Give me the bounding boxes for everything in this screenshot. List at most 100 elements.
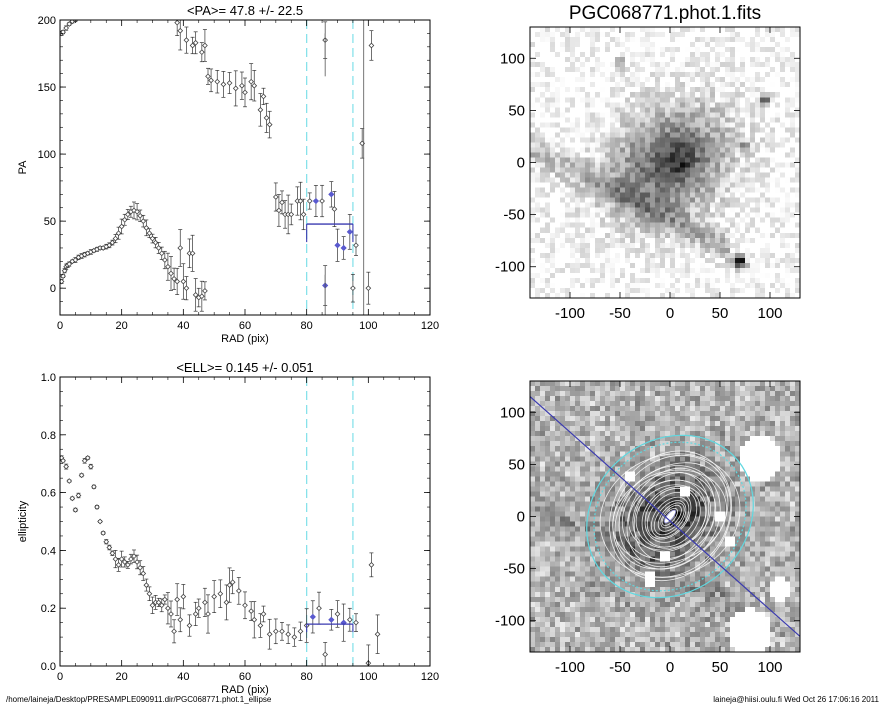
data-point bbox=[146, 228, 153, 239]
data-point bbox=[368, 30, 375, 61]
x-tick-label: 80 bbox=[301, 320, 313, 332]
data-point bbox=[100, 530, 107, 536]
data-point bbox=[112, 234, 119, 244]
data-point bbox=[152, 595, 159, 610]
data-point bbox=[251, 601, 258, 639]
data-point bbox=[63, 25, 70, 31]
data-point bbox=[146, 586, 153, 601]
x-tick-label: 0 bbox=[666, 659, 674, 676]
data-point bbox=[319, 184, 325, 218]
data-point bbox=[248, 601, 255, 621]
data-point bbox=[279, 622, 285, 641]
isophote-ellipse bbox=[650, 496, 690, 538]
y-axis-label: PA bbox=[17, 160, 29, 175]
data-point bbox=[223, 584, 230, 621]
data-point bbox=[97, 518, 103, 525]
file-path-label: /home/laineja/Desktop/PRESAMPLE090911.di… bbox=[6, 695, 272, 704]
data-point bbox=[75, 492, 82, 499]
data-point bbox=[322, 642, 329, 666]
data-point bbox=[63, 463, 70, 470]
data-point bbox=[174, 267, 181, 296]
data-point bbox=[103, 538, 110, 545]
data-point bbox=[235, 577, 242, 605]
data-point bbox=[174, 20, 181, 36]
plot-frame bbox=[59, 19, 431, 316]
chart-title: <ELL>= 0.145 +/- 0.051 bbox=[176, 360, 313, 375]
data-point bbox=[183, 26, 190, 54]
data-point bbox=[118, 550, 125, 568]
isophote-ellipse bbox=[657, 502, 685, 532]
x-tick-label: 100 bbox=[757, 305, 782, 322]
chart-pa: 0 20 40 60 80 100 120 0 50 100 150 200 <PA>= 47.8 +/… bbox=[17, 3, 439, 345]
data-point bbox=[242, 591, 248, 620]
y-tick-label: 0.6 bbox=[41, 488, 56, 500]
data-point bbox=[202, 587, 208, 617]
data-point bbox=[60, 457, 66, 464]
x-tick-label: 60 bbox=[239, 671, 251, 683]
data-point bbox=[202, 29, 208, 62]
data-point bbox=[87, 463, 94, 470]
data-point bbox=[165, 592, 171, 625]
isophote-ellipse bbox=[644, 487, 698, 543]
data-point bbox=[353, 613, 359, 632]
data-point bbox=[279, 190, 285, 215]
data-point bbox=[205, 67, 211, 85]
data-point bbox=[195, 598, 202, 618]
data-point bbox=[180, 584, 187, 610]
y-tick-label: 0.2 bbox=[41, 603, 56, 615]
y-tick-label: 0 bbox=[517, 509, 525, 526]
data-point bbox=[161, 594, 168, 605]
data-point bbox=[272, 618, 279, 645]
isophote-ellipse bbox=[641, 486, 701, 548]
y-tick-label: 100 bbox=[500, 404, 525, 421]
data-point bbox=[217, 579, 224, 608]
data-point bbox=[331, 191, 338, 227]
cyan-ellipse bbox=[593, 441, 747, 592]
data-point bbox=[155, 597, 162, 607]
isophote-overlay bbox=[530, 396, 800, 637]
y-tick-label: 100 bbox=[500, 50, 525, 67]
data-point bbox=[69, 495, 76, 502]
data-point bbox=[198, 42, 205, 63]
data-point bbox=[134, 203, 140, 221]
data-point bbox=[168, 256, 174, 291]
data-point bbox=[263, 102, 270, 133]
y-tick-label: 0.4 bbox=[41, 545, 56, 557]
data-point bbox=[374, 614, 381, 654]
data-point bbox=[257, 93, 264, 127]
data-point bbox=[168, 600, 174, 628]
data-point bbox=[202, 281, 208, 301]
x-tick-label: 60 bbox=[239, 320, 251, 332]
data-point bbox=[257, 613, 264, 638]
data-point bbox=[285, 624, 292, 644]
data-point bbox=[211, 580, 218, 613]
y-tick-label: 50 bbox=[508, 456, 525, 473]
data-point bbox=[232, 70, 239, 107]
plot-area-ell bbox=[60, 455, 381, 666]
data-point-highlight bbox=[334, 242, 341, 249]
data-point bbox=[115, 557, 122, 572]
y-tick-label: 150 bbox=[38, 82, 56, 94]
core-ellipse bbox=[663, 509, 677, 524]
data-point bbox=[106, 544, 113, 551]
data-point bbox=[109, 550, 116, 557]
data-point bbox=[346, 607, 353, 632]
data-point bbox=[226, 72, 233, 94]
image-pixels bbox=[530, 381, 801, 653]
data-point bbox=[365, 271, 372, 305]
isophote-ellipse bbox=[621, 471, 717, 560]
data-point-highlight bbox=[309, 613, 316, 620]
x-tick-label: 120 bbox=[421, 320, 439, 332]
isophote-ellipse bbox=[612, 469, 727, 564]
data-point bbox=[72, 507, 79, 513]
data-point bbox=[297, 621, 304, 641]
x-tick-label: 50 bbox=[712, 305, 729, 322]
data-point-highlight bbox=[312, 197, 319, 205]
data-point bbox=[177, 20, 184, 51]
data-point bbox=[128, 553, 134, 565]
isophote-ellipse bbox=[635, 484, 707, 549]
data-point bbox=[220, 71, 227, 98]
y-tick-label: 0.8 bbox=[41, 430, 56, 442]
data-point bbox=[177, 607, 184, 633]
data-point bbox=[94, 504, 100, 510]
